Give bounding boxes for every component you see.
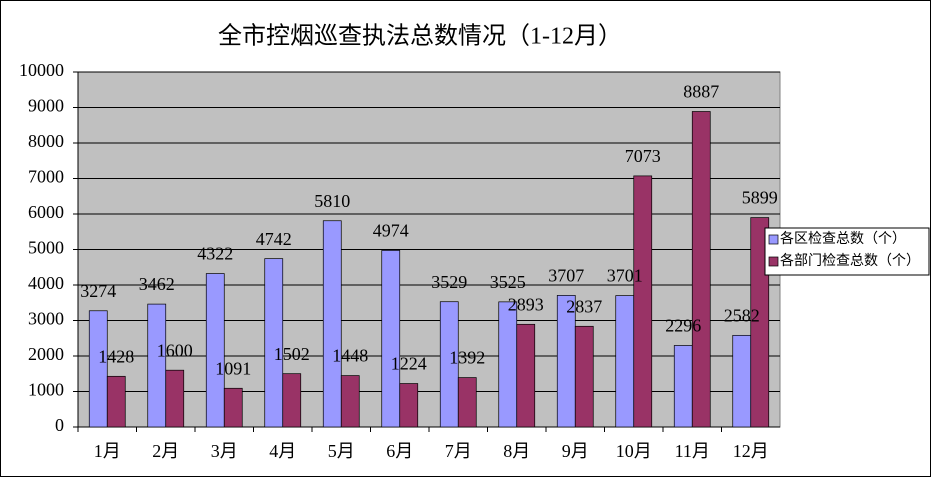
x-tick-label: 1月	[94, 441, 121, 461]
value-label: 1091	[215, 358, 251, 378]
value-label: 7073	[625, 146, 661, 166]
value-label: 3462	[139, 274, 175, 294]
x-tick-label: 4月	[269, 441, 296, 461]
value-label: 2582	[724, 305, 760, 325]
y-tick-label: 4000	[28, 273, 64, 293]
value-label: 3529	[431, 272, 467, 292]
y-tick-label: 2000	[28, 344, 64, 364]
x-tick-label: 3月	[211, 441, 238, 461]
value-label: 4974	[373, 221, 409, 241]
value-label: 4322	[197, 244, 233, 264]
bar	[457, 377, 477, 428]
bar	[439, 301, 459, 428]
bar	[574, 325, 594, 428]
value-label: 8887	[683, 82, 719, 102]
legend-label: 各区检查总数（个）	[780, 231, 906, 247]
bar	[381, 250, 401, 428]
value-label: 2837	[566, 296, 602, 316]
value-label: 2296	[665, 316, 701, 336]
x-tick-label: 10月	[616, 441, 652, 461]
bar	[282, 373, 302, 428]
x-tick-label: 9月	[562, 441, 589, 461]
y-tick-label: 5000	[28, 238, 64, 258]
y-tick-label: 9000	[28, 96, 64, 116]
x-tick-label: 5月	[328, 441, 355, 461]
y-tick-label: 3000	[28, 309, 64, 329]
value-label: 3274	[80, 281, 116, 301]
value-label: 1502	[274, 344, 310, 364]
bar	[147, 303, 167, 428]
legend-swatch	[768, 256, 779, 267]
bar	[691, 111, 711, 428]
x-tick-label: 2月	[152, 441, 179, 461]
value-label: 3525	[490, 272, 526, 292]
value-label: 3701	[607, 266, 643, 286]
y-tick-label: 10000	[19, 60, 64, 80]
x-tick-label: 6月	[386, 441, 413, 461]
y-tick-label: 8000	[28, 131, 64, 151]
y-tick-label: 6000	[28, 202, 64, 222]
bar	[633, 175, 653, 428]
chart-title: 全市控烟巡查执法总数情况（1-12月）	[218, 23, 622, 50]
y-tick-label: 7000	[28, 167, 64, 187]
bar	[750, 217, 770, 428]
bar	[205, 273, 225, 428]
bar	[615, 295, 635, 428]
bar	[340, 375, 360, 428]
value-label: 2893	[508, 294, 544, 314]
value-label: 1392	[449, 348, 485, 368]
y-tick-label: 1000	[28, 380, 64, 400]
legend-label: 各部门检查总数（个）	[780, 253, 920, 269]
bar	[322, 220, 342, 428]
value-label: 5899	[742, 188, 778, 208]
bar	[498, 301, 518, 428]
y-tick-label: 0	[55, 415, 64, 435]
value-label: 1600	[157, 340, 193, 360]
bar	[399, 383, 419, 428]
value-label: 3707	[548, 266, 584, 286]
bar	[732, 334, 752, 428]
bar	[106, 375, 126, 428]
bar	[223, 387, 243, 428]
bar	[264, 258, 284, 428]
value-label: 1224	[391, 354, 427, 374]
bar	[516, 323, 536, 428]
bar	[88, 310, 108, 428]
value-label: 1428	[98, 346, 134, 366]
value-label: 1448	[332, 346, 368, 366]
bar	[165, 369, 185, 428]
value-label: 5810	[314, 191, 350, 211]
value-label: 4742	[256, 229, 292, 249]
legend-box	[764, 227, 930, 276]
x-tick-label: 7月	[445, 441, 472, 461]
bar	[673, 345, 693, 428]
x-tick-label: 12月	[733, 441, 769, 461]
x-tick-label: 8月	[503, 441, 530, 461]
legend-swatch	[768, 234, 779, 245]
x-tick-label: 11月	[675, 441, 710, 461]
